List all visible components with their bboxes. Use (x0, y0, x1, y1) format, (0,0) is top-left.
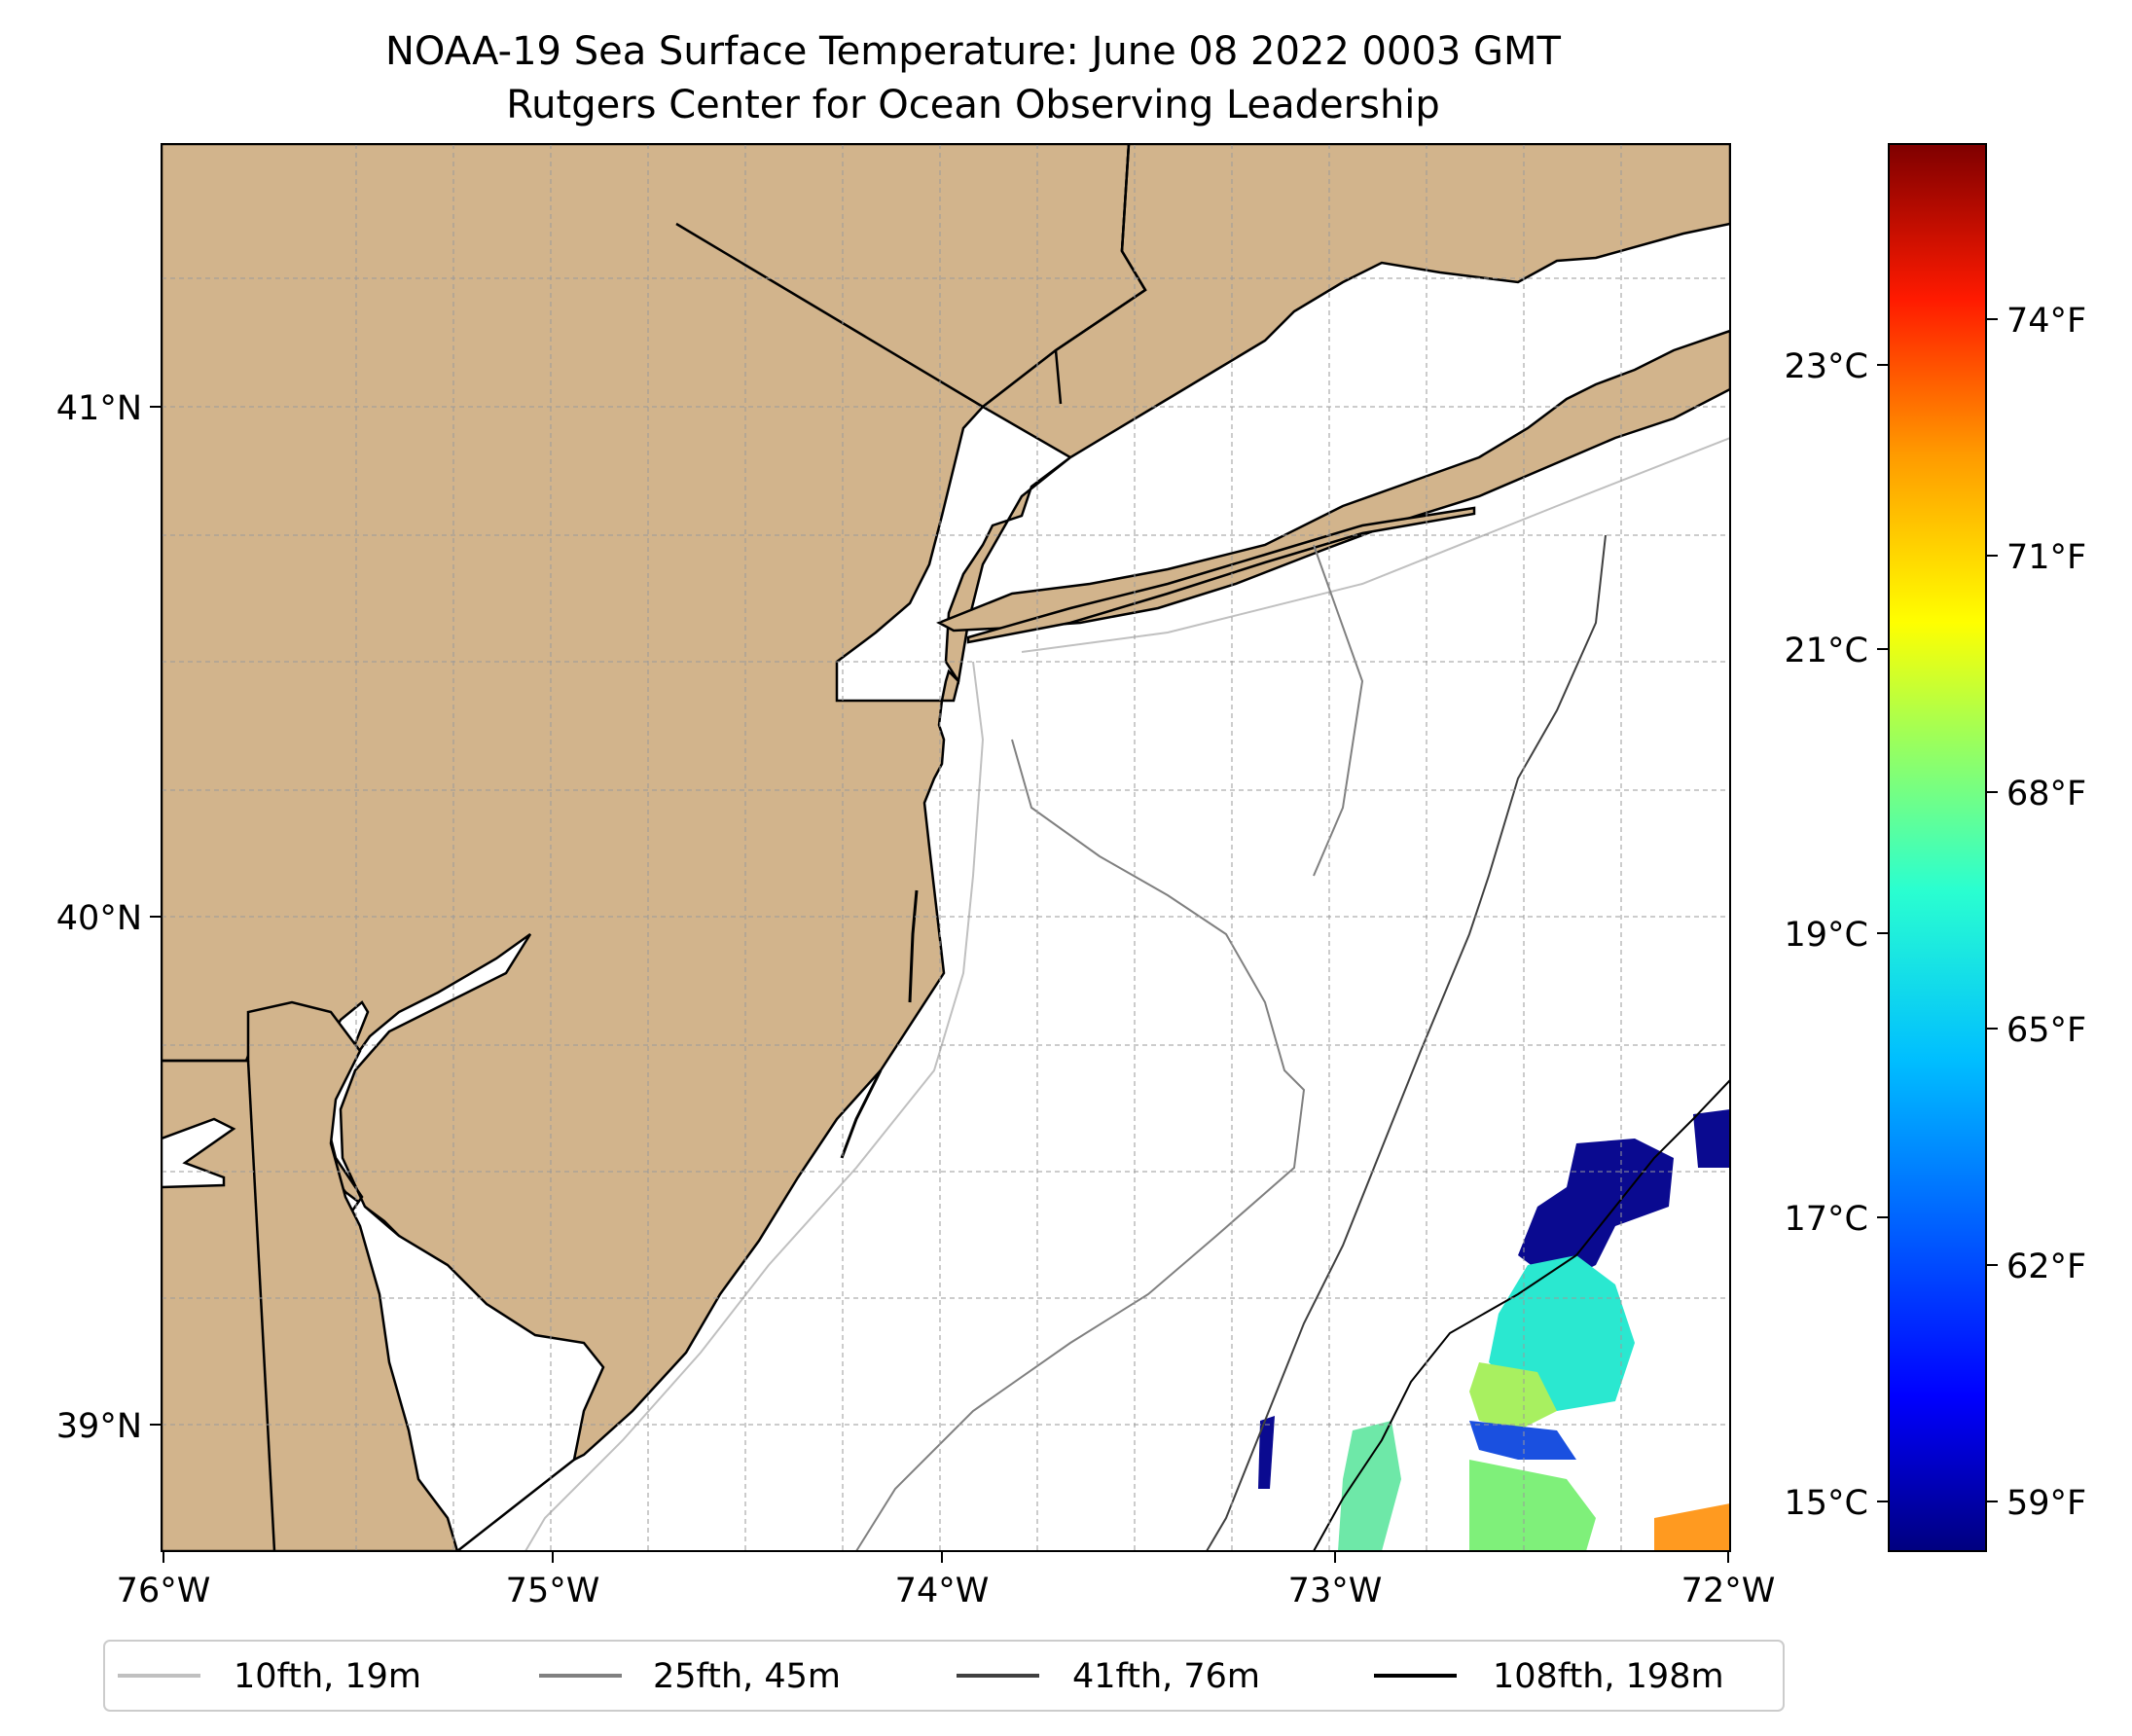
sst-patch-dark-blue-2 (1693, 1109, 1730, 1168)
land-new-jersey (162, 144, 1147, 1551)
legend-label: 10fth, 19m (234, 1657, 421, 1696)
fahrenheit-tick-label: 74°F (2006, 302, 2086, 341)
fahrenheit-tick-label: 62°F (2006, 1248, 2086, 1286)
celsius-tick-label: 23°C (1785, 347, 1868, 386)
sst-patch-dark-blue-1 (1518, 1139, 1674, 1284)
sst-patch-blue (1469, 1421, 1576, 1460)
title-line-1: NOAA-19 Sea Surface Temperature: June 08… (385, 29, 1562, 74)
colorbar-celsius-ticks: 23°C 21°C 19°C 17°C 15°C (1785, 347, 1889, 1523)
lon-tick-label: 74°W (895, 1572, 990, 1610)
contour-41fth (1206, 534, 1607, 1551)
lat-tick-label: 41°N (56, 389, 142, 428)
legend-label: 41fth, 76m (1072, 1657, 1260, 1696)
celsius-tick-label: 21°C (1785, 632, 1868, 670)
gridlines (162, 144, 1730, 1551)
title-line-2: Rutgers Center for Ocean Observing Leade… (506, 83, 1440, 127)
sst-patch-yellow-green (1469, 1362, 1557, 1430)
map-frame (161, 143, 1731, 1552)
map-panel (162, 144, 1730, 1551)
land-new-york (944, 144, 1730, 685)
state-border-ny-nj (675, 222, 984, 409)
lon-tick-label: 73°W (1288, 1572, 1383, 1610)
barrier-island (966, 506, 1476, 644)
legend-label: 108fth, 198m (1493, 1657, 1724, 1696)
contour-108fth (1313, 1079, 1730, 1551)
land-long-island (936, 329, 1730, 633)
state-border-ny-ct (1054, 144, 1147, 405)
sst-patch-green-bottom (1469, 1460, 1596, 1551)
lat-axis: 41°N 40°N 39°N (56, 389, 162, 1446)
colorbar: 23°C 21°C 19°C 17°C 15°C 74°F 71°F 68°F … (1785, 143, 2086, 1552)
celsius-tick-label: 15°C (1785, 1484, 1868, 1523)
legend-item: 108fth, 198m (1374, 1657, 1724, 1696)
colorbar-fahrenheit-ticks: 74°F 71°F 68°F 65°F 62°F 59°F (1986, 302, 2086, 1523)
bathymetry-contours (524, 437, 1730, 1551)
sst-patch-left (1338, 1421, 1401, 1551)
legend-item: 41fth, 76m (957, 1657, 1260, 1696)
sst-patch-orange (1654, 1503, 1730, 1551)
lat-tick-label: 40°N (56, 899, 142, 938)
legend: 10fth, 19m 25fth, 45m 41fth, 76m 108fth,… (103, 1640, 1785, 1712)
sst-data (1258, 1109, 1730, 1551)
legend-item: 25fth, 45m (539, 1657, 841, 1696)
fahrenheit-tick-label: 65°F (2006, 1011, 2086, 1050)
fahrenheit-tick-label: 59°F (2006, 1484, 2086, 1523)
legend-label: 25fth, 45m (653, 1657, 841, 1696)
state-border-md-de (246, 1060, 276, 1551)
legend-box (103, 1640, 1785, 1712)
sst-patch-fragment (1258, 1416, 1275, 1489)
fahrenheit-tick-label: 71°F (2006, 538, 2086, 577)
land-delaware (162, 1000, 459, 1551)
lon-tick-label: 75°W (506, 1572, 600, 1610)
lon-axis: 76°W 75°W 74°W 73°W 72°W (117, 1551, 1776, 1610)
lon-tick-label: 72°W (1681, 1572, 1776, 1610)
lon-tick-label: 76°W (117, 1572, 211, 1610)
contour-10fth (524, 437, 1730, 1551)
colorbar-gradient (1888, 143, 1987, 1552)
nj-barrier-islands (840, 889, 919, 1159)
legend-item: 10fth, 19m (118, 1657, 421, 1696)
chesapeake-inlet (162, 1117, 236, 1189)
celsius-tick-label: 17°C (1785, 1200, 1868, 1239)
celsius-tick-label: 19°C (1785, 916, 1868, 955)
fahrenheit-tick-label: 68°F (2006, 775, 2086, 814)
lat-tick-label: 39°N (56, 1407, 142, 1446)
contour-25fth (855, 544, 1364, 1551)
